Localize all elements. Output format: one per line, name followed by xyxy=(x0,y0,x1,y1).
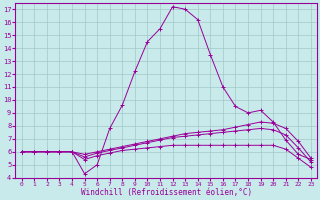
X-axis label: Windchill (Refroidissement éolien,°C): Windchill (Refroidissement éolien,°C) xyxy=(81,188,252,197)
